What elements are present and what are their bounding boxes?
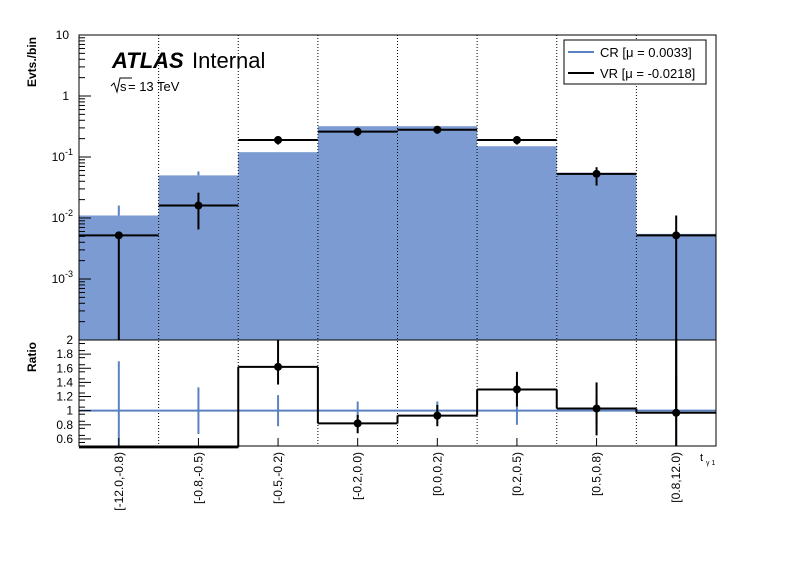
ratio-ytick-label-4: 1.4 [56, 375, 73, 389]
main-ytick-label-4: 10 [56, 28, 70, 42]
energy-sqrt-s: s [120, 79, 127, 94]
vr-point-6 [592, 169, 601, 178]
xtick-label-1: [-0.8,-0.5) [191, 452, 205, 504]
vr-point-0 [114, 231, 123, 240]
vr-point-7 [672, 231, 681, 240]
cr-bar-3 [317, 126, 398, 340]
legend-box [563, 39, 707, 85]
xtick-label-3: [-0.2,0.0) [351, 452, 365, 500]
atlas-label: ATLAS [111, 48, 184, 73]
xtick-label-7: [0.8,12.0) [669, 452, 683, 503]
cr-bar-2 [238, 152, 318, 340]
ratio-ytick-label-7: 2 [66, 333, 73, 347]
vr-point-4 [433, 125, 442, 134]
ratio-vr-point-6 [592, 404, 601, 413]
ratio-ytick-label-0: 0.6 [56, 432, 73, 446]
vr-point-3 [353, 127, 362, 136]
ratio-ytick-label-6: 1.8 [56, 347, 73, 361]
ratio-ytick-label-2: 1 [66, 404, 73, 418]
main-ytick-label-2: 10-1 [52, 147, 73, 164]
vr-point-2 [274, 135, 283, 144]
legend-vr-label: VR [μ = -0.0218] [600, 66, 695, 81]
ratio-ytick-label-1: 0.8 [56, 418, 73, 432]
xtick-label-4: [0.0,0.2) [430, 452, 444, 496]
xtick-label-5: [0.2,0.5) [510, 452, 524, 496]
internal-label: Internal [192, 48, 265, 73]
energy-label: s = 13 TeV [110, 77, 180, 94]
ratio-xlabel: t [700, 452, 703, 464]
ratio-ytick-label-5: 1.6 [56, 361, 73, 375]
cr-bar-5 [477, 146, 557, 340]
ratio-vr-point-3 [353, 419, 362, 428]
legend-cr-label: CR [μ = 0.0033] [600, 45, 692, 60]
xtick-label-6: [0.5,0.8) [590, 452, 604, 496]
main-ytick-label-1: 10-2 [52, 208, 73, 225]
main-ylabel: Evts./bin [25, 37, 39, 87]
ratio-ytick-label-3: 1.2 [56, 390, 73, 404]
ratio-vr-point-5 [512, 385, 521, 394]
legend: CR [μ = 0.0033] VR [μ = -0.0218] [563, 39, 707, 85]
xtick-label-0: [-12.0,-0.8) [112, 452, 126, 511]
xtick-label-2: [-0.5,-0.2) [271, 452, 285, 504]
energy-text: = 13 TeV [128, 79, 180, 94]
ratio-vr-point-2 [274, 362, 283, 371]
vr-point-1 [194, 201, 203, 210]
cr-bar-6 [556, 172, 637, 340]
cr-bar-4 [397, 126, 478, 340]
ratio-vr-point-4 [433, 411, 442, 420]
vr-point-5 [512, 135, 521, 144]
main-ytick-label-3: 1 [62, 89, 69, 103]
ratio-xlabel-sub: γ 1 [706, 460, 715, 467]
main-ytick-label-0: 10-3 [52, 269, 73, 286]
ratio-ylabel: Ratio [25, 342, 39, 372]
